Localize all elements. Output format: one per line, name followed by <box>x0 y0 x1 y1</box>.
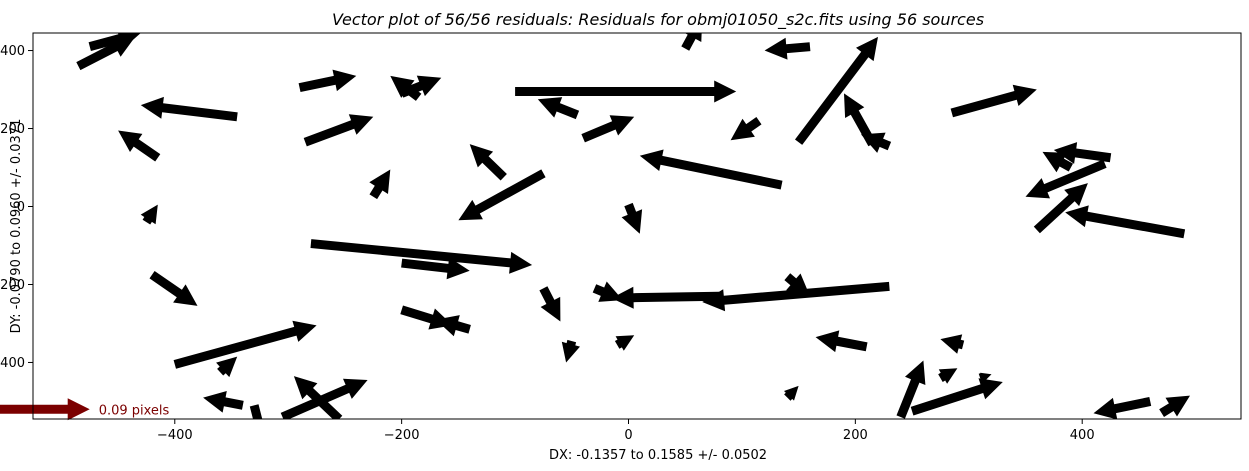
vector-arrow <box>1093 397 1152 419</box>
key-label: 0.09 pixels <box>99 403 170 418</box>
vector-arrow <box>815 330 868 353</box>
vector-group <box>76 33 1190 419</box>
vector-arrow <box>149 271 198 306</box>
vector-arrow <box>795 36 878 145</box>
vector-arrow <box>592 281 623 302</box>
vector-arrow <box>639 149 783 190</box>
vector-arrow <box>401 257 470 280</box>
vector-arrow <box>730 117 762 141</box>
vector-arrow <box>293 376 343 419</box>
vector-arrow <box>310 239 533 274</box>
vector-arrow <box>303 114 374 147</box>
x-axis-ticks: −400 −200 0 200 400 <box>157 419 1095 443</box>
vector-arrow <box>950 84 1037 118</box>
vector-arrow <box>435 315 471 337</box>
vector-arrow <box>298 69 357 92</box>
vector-arrow <box>681 33 702 51</box>
vector-arrow <box>539 286 561 322</box>
vector-arrow <box>1053 142 1112 164</box>
vector-arrow <box>784 273 810 297</box>
vector-arrow <box>844 93 877 147</box>
vector-arrow <box>784 385 799 401</box>
vector-arrow <box>910 378 1003 416</box>
vector-arrow <box>938 368 958 384</box>
vector-arrow <box>118 130 161 162</box>
x-axis-label: DX: -0.1357 to 0.1585 +/- 0.0502 <box>549 448 767 463</box>
vector-arrow <box>173 320 317 369</box>
vector-arrow <box>390 75 422 101</box>
vector-arrow <box>400 305 453 330</box>
vector-arrow <box>369 169 391 200</box>
y-tick-label: −200 <box>0 278 25 293</box>
vector-arrow <box>515 80 737 103</box>
plot-frame <box>32 32 1242 420</box>
vector-arrow <box>896 360 926 419</box>
vector-arrow <box>140 204 158 225</box>
y-tick-label: 400 <box>0 44 25 59</box>
vector-arrow <box>614 335 635 351</box>
y-axis-ticks: −400 −200 0 200 400 <box>0 44 33 371</box>
x-tick-label: 200 <box>843 428 868 443</box>
vector-arrow <box>764 37 811 60</box>
vector-arrow <box>702 281 890 312</box>
vector-arrow <box>88 33 141 51</box>
vector-arrow <box>940 334 965 354</box>
x-tick-label: −200 <box>384 428 420 443</box>
y-tick-label: 200 <box>0 122 25 137</box>
key-group: 0.09 pixels <box>0 398 170 421</box>
vector-arrow <box>1025 159 1107 199</box>
y-tick-label: 0 <box>17 200 25 215</box>
vector-arrow <box>1065 205 1186 239</box>
chart-title: Vector plot of 56/56 residuals: Residual… <box>332 10 984 30</box>
y-axis-label: DY: -0.0790 to 0.0960 +/- 0.0371 <box>9 119 24 334</box>
vector-arrow <box>581 115 635 143</box>
vector-arrow <box>249 404 263 419</box>
vector-arrow <box>469 144 507 181</box>
x-tick-label: 0 <box>624 428 632 443</box>
vector-arrow <box>611 286 720 309</box>
x-tick-label: −400 <box>157 428 193 443</box>
vector-arrow <box>1033 183 1088 234</box>
vector-arrow <box>76 36 136 71</box>
vector-arrow <box>203 391 244 413</box>
key-arrow <box>0 398 90 421</box>
vector-arrow <box>216 356 238 378</box>
vector-arrow <box>1042 151 1073 173</box>
vector-arrow <box>140 96 238 122</box>
vector-arrow <box>1159 395 1190 417</box>
y-tick-label: −400 <box>0 356 25 371</box>
vector-arrow <box>561 339 580 363</box>
vector-arrow <box>978 372 992 383</box>
vector-arrow <box>537 97 580 120</box>
vector-arrow <box>621 202 643 234</box>
vector-arrow <box>861 132 892 153</box>
vector-arrow <box>458 169 546 221</box>
x-tick-label: 400 <box>1070 428 1095 443</box>
